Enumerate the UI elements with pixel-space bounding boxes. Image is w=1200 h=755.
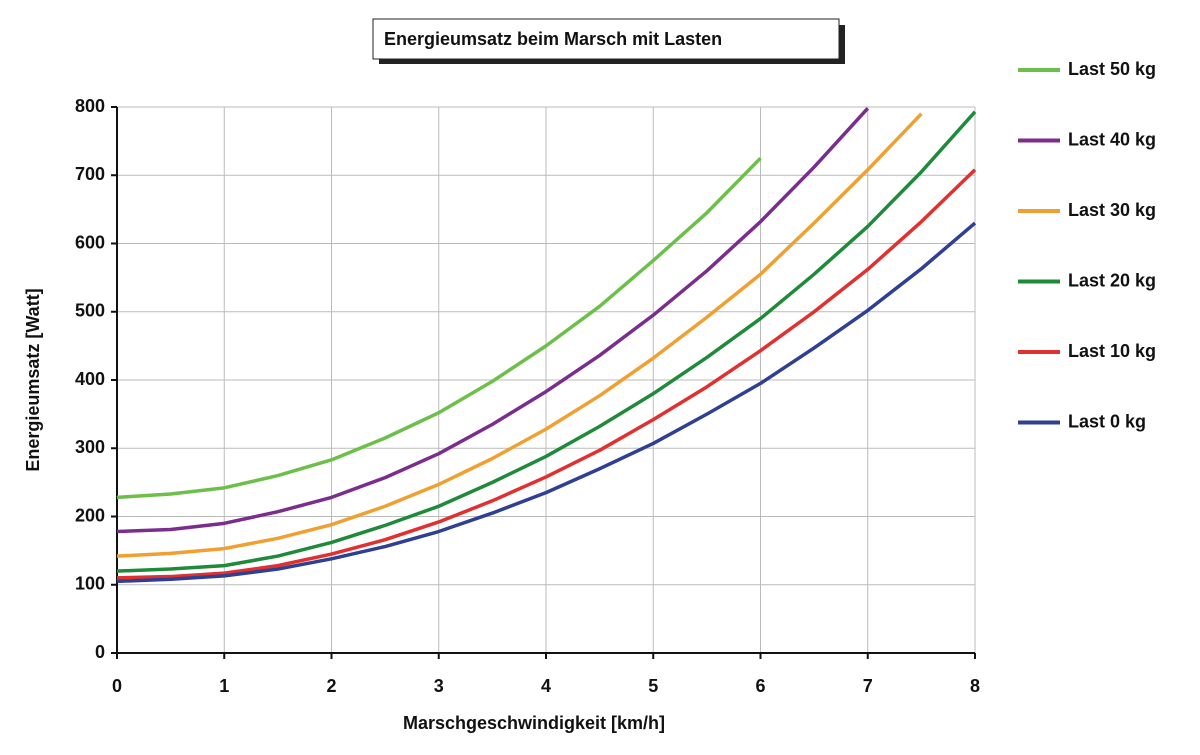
y-tick-label: 700 bbox=[75, 164, 105, 184]
y-axis-label: Energieumsatz [Watt] bbox=[23, 288, 43, 471]
legend-label: Last 30 kg bbox=[1068, 200, 1156, 220]
series-line bbox=[116, 110, 977, 573]
legend-label: Last 20 kg bbox=[1068, 270, 1156, 290]
x-tick-label: 3 bbox=[434, 676, 444, 696]
y-tick-label: 500 bbox=[75, 301, 105, 321]
legend-label: Last 50 kg bbox=[1068, 59, 1156, 79]
x-axis-label: Marschgeschwindigkeit [km/h] bbox=[403, 713, 665, 733]
y-tick-label: 200 bbox=[75, 505, 105, 525]
series-line bbox=[116, 168, 977, 580]
x-tick-label: 4 bbox=[541, 676, 551, 696]
y-tick-label: 400 bbox=[75, 369, 105, 389]
series-line bbox=[116, 156, 762, 500]
y-tick-label: 300 bbox=[75, 437, 105, 457]
legend-label: Last 10 kg bbox=[1068, 341, 1156, 361]
y-tick-label: 600 bbox=[75, 232, 105, 252]
series-line bbox=[116, 221, 977, 584]
x-tick-label: 1 bbox=[219, 676, 229, 696]
x-tick-label: 7 bbox=[863, 676, 873, 696]
series-line bbox=[116, 107, 870, 534]
chart-title: Energieumsatz beim Marsch mit Lasten bbox=[384, 29, 722, 49]
y-tick-label: 100 bbox=[75, 574, 105, 594]
x-tick-label: 2 bbox=[326, 676, 336, 696]
title-box bbox=[372, 18, 840, 60]
y-tick-label: 800 bbox=[75, 96, 105, 116]
series-line bbox=[116, 112, 923, 558]
legend-label: Last 0 kg bbox=[1068, 411, 1146, 431]
x-tick-label: 8 bbox=[970, 676, 980, 696]
x-tick-label: 6 bbox=[755, 676, 765, 696]
x-tick-label: 5 bbox=[648, 676, 658, 696]
x-tick-label: 0 bbox=[112, 676, 122, 696]
legend-label: Last 40 kg bbox=[1068, 129, 1156, 149]
y-tick-label: 0 bbox=[95, 642, 105, 662]
